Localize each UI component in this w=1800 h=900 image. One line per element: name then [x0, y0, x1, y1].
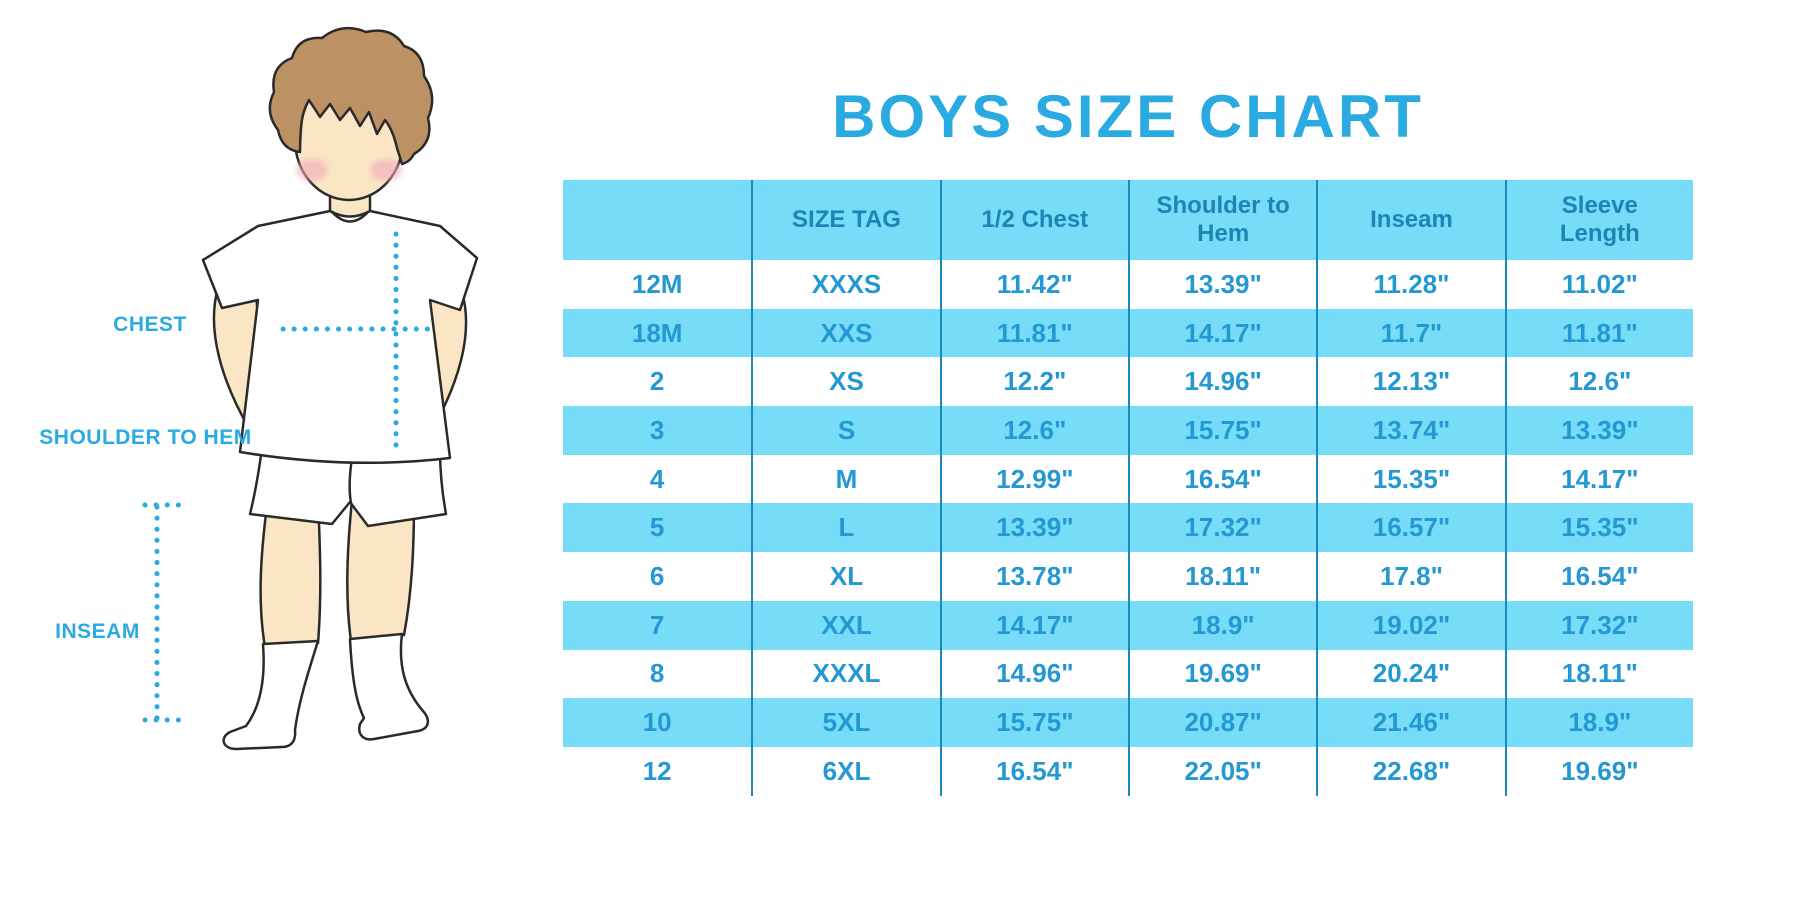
- shoulder-to-hem-cell: 19.69": [1127, 649, 1316, 699]
- inseam-cell: 19.02": [1316, 600, 1504, 650]
- half-chest-cell: 12.6": [939, 406, 1128, 455]
- sleeve-length-cell: 19.69": [1504, 746, 1693, 796]
- inseam-cell: 22.68": [1316, 746, 1504, 796]
- boy-left-cheek: [296, 159, 328, 181]
- sleeve-length-cell: 16.54": [1504, 552, 1693, 601]
- table-row: SIZE TAG 1/2 Chest Shoulder to Hem Inseam Sl…: [563, 180, 1693, 260]
- size-cell: 2: [649, 366, 665, 397]
- inseam-cell: 17.8": [1316, 552, 1504, 601]
- shoulder-to-hem-cell: 13.39": [1127, 260, 1316, 309]
- size-cell: 12M: [631, 268, 683, 299]
- header-cell: [563, 180, 751, 260]
- size-tag-cell: XXL: [751, 600, 939, 650]
- size-cell: 3: [649, 414, 665, 445]
- inseam-cell: 21.46": [1316, 698, 1504, 747]
- table-row: 4 M 12.99" 16.54" 15.35" 14.17": [563, 454, 1693, 504]
- inseam-label: INSEAM: [55, 620, 140, 643]
- sleeve-length-cell: 11.81": [1504, 308, 1693, 358]
- inseam-cell: 11.28": [1316, 260, 1504, 309]
- sleeve-length-cell: 18.9": [1504, 698, 1693, 747]
- half-chest-cell: 14.17": [939, 600, 1128, 650]
- boy-right-sock: [348, 632, 430, 741]
- shoulder-to-hem-cell: 18.9": [1127, 600, 1316, 650]
- shoulder-to-hem-cell: 16.54": [1127, 454, 1316, 504]
- table-row: 18M XXS 11.81" 14.17" 11.7" 11.81": [563, 308, 1693, 358]
- inseam-cell: 13.74": [1316, 406, 1504, 455]
- size-tag-cell: XL: [751, 552, 939, 601]
- size-table: SIZE TAG 1/2 Chest Shoulder to Hem Inseam Sl…: [563, 180, 1693, 796]
- boy-hair: [268, 26, 434, 166]
- sleeve-length-cell: 13.39": [1504, 406, 1693, 455]
- half-chest-cell: 11.42": [939, 260, 1128, 309]
- size-tag-cell: XS: [751, 357, 939, 407]
- table-row: 2 XS 12.2" 14.96" 12.13" 12.6": [563, 357, 1693, 407]
- size-cell: 7: [649, 609, 665, 640]
- header-cell: SIZE TAG: [751, 180, 939, 260]
- shoulder-to-hem-cell: 18.11": [1127, 552, 1316, 601]
- size-tag-cell: L: [751, 503, 939, 553]
- shoulder-to-hem-cell: 14.96": [1127, 357, 1316, 407]
- size-cell: 4: [649, 463, 665, 494]
- size-tag-cell: 6XL: [751, 746, 939, 796]
- table-row: 5 L 13.39" 17.32" 16.57" 15.35": [563, 503, 1693, 553]
- size-cell: 6: [649, 560, 665, 591]
- size-tag-cell: XXS: [751, 308, 939, 358]
- table-row: 3 S 12.6" 15.75" 13.74" 13.39": [563, 406, 1693, 455]
- size-tag-cell: 5XL: [751, 698, 939, 747]
- size-cell: 10: [642, 707, 672, 738]
- size-tag-cell: M: [751, 454, 939, 504]
- boy-left-sock: [222, 639, 320, 751]
- shoulder-to-hem-cell: 14.17": [1127, 308, 1316, 358]
- table-row: 8 XXXL 14.96" 19.69" 20.24" 18.11": [563, 649, 1693, 699]
- half-chest-cell: 14.96": [939, 649, 1128, 699]
- boy-right-thigh: [346, 498, 416, 643]
- shoulder-to-hem-cell: 20.87": [1127, 698, 1316, 747]
- half-chest-cell: 12.2": [939, 357, 1128, 407]
- size-cell: 5: [649, 512, 665, 543]
- boy-shirt: [201, 209, 479, 465]
- boy-size-illustration: [142, 26, 479, 751]
- sleeve-length-cell: 17.32": [1504, 600, 1693, 650]
- page-title: BOYS SIZE CHART: [832, 83, 1424, 151]
- table-row: 12 6XL 16.54" 22.05" 22.68" 19.69": [563, 746, 1693, 796]
- size-tag-cell: XXXS: [751, 260, 939, 309]
- half-chest-cell: 13.39": [939, 503, 1128, 553]
- header-cell: 1/2 Chest: [939, 180, 1128, 260]
- boy-shirt-collar: [330, 210, 370, 223]
- sleeve-length-cell: 12.6": [1504, 357, 1693, 407]
- sleeve-length-cell: 15.35": [1504, 503, 1693, 553]
- inseam-cell: 11.7": [1316, 308, 1504, 358]
- sleeve-length-cell: 11.02": [1504, 260, 1693, 309]
- sleeve-length-cell: 18.11": [1504, 649, 1693, 699]
- table-row: 12M XXXS 11.42" 13.39" 11.28" 11.02": [563, 260, 1693, 309]
- boy-right-cheek: [370, 159, 402, 181]
- size-cell: 18M: [631, 317, 683, 348]
- header-cell: Inseam: [1316, 180, 1504, 260]
- inseam-cell: 12.13": [1316, 357, 1504, 407]
- sleeve-length-cell: 14.17": [1504, 454, 1693, 504]
- header-cell: Shoulder to Hem: [1127, 180, 1316, 260]
- half-chest-cell: 13.78": [939, 552, 1128, 601]
- table-row: 6 XL 13.78" 18.11" 17.8" 16.54": [563, 552, 1693, 601]
- shoulder-to-hem-cell: 22.05": [1127, 746, 1316, 796]
- half-chest-cell: 12.99": [939, 454, 1128, 504]
- shoulder-to-hem-label: SHOULDER TO HEM: [39, 426, 252, 449]
- half-chest-cell: 15.75": [939, 698, 1128, 747]
- half-chest-cell: 11.81": [939, 308, 1128, 358]
- half-chest-cell: 16.54": [939, 746, 1128, 796]
- shoulder-to-hem-cell: 17.32": [1127, 503, 1316, 553]
- table-row: 7 XXL 14.17" 18.9" 19.02" 17.32": [563, 600, 1693, 650]
- inseam-cell: 20.24": [1316, 649, 1504, 699]
- chest-label: CHEST: [113, 313, 187, 336]
- header-cell: Sleeve Length: [1504, 180, 1693, 260]
- inseam-cell: 16.57": [1316, 503, 1504, 553]
- size-tag-cell: XXXL: [751, 649, 939, 699]
- boy-shorts: [248, 446, 448, 528]
- table-row: 10 5XL 15.75" 20.87" 21.46" 18.9": [563, 698, 1693, 747]
- shoulder-to-hem-cell: 15.75": [1127, 406, 1316, 455]
- size-cell: 8: [649, 658, 665, 689]
- size-cell: 12: [642, 755, 672, 786]
- inseam-cell: 15.35": [1316, 454, 1504, 504]
- size-tag-cell: S: [751, 406, 939, 455]
